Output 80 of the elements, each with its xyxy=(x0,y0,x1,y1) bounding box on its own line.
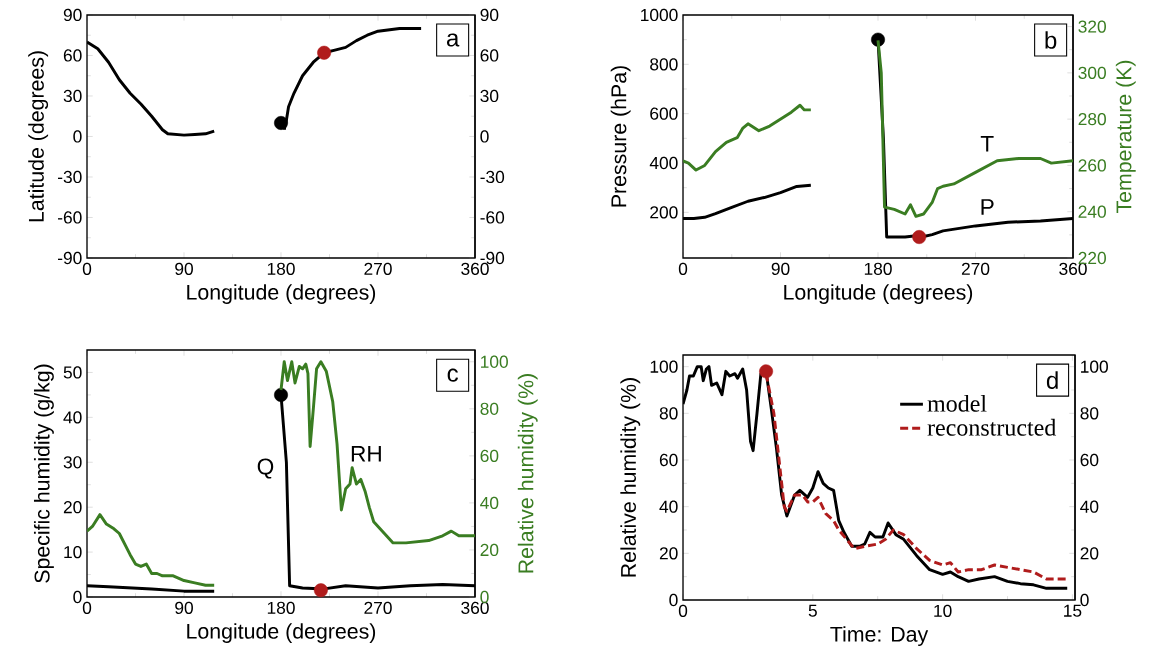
x-axis-title: Longitude (degrees) xyxy=(187,284,376,305)
annotation: d xyxy=(1046,371,1058,389)
x-tick-label: 5 xyxy=(808,604,817,617)
y-tick-label: 100 xyxy=(650,360,678,373)
series-label: P xyxy=(981,199,994,215)
y2-tick-label: 90 xyxy=(480,8,499,22)
y-tick-label: -30 xyxy=(58,170,82,184)
y-tick-label: 50 xyxy=(63,366,82,379)
y2-tick-label: 0 xyxy=(480,130,489,143)
y-tick-label: 30 xyxy=(63,89,82,103)
y-tick-label: 200 xyxy=(650,206,678,219)
series-label: RH xyxy=(351,445,381,462)
y-tick-label: 800 xyxy=(650,58,678,71)
y-axis-title: Relative humidity (%) xyxy=(620,378,641,577)
y-tick-label: 20 xyxy=(63,501,82,514)
x-tick-label: 180 xyxy=(267,262,295,275)
y-tick-label: 400 xyxy=(649,156,678,170)
x-tick-label: 90 xyxy=(175,601,193,614)
y-tick-label: -90 xyxy=(58,251,82,265)
y-tick-label: -60 xyxy=(58,211,82,224)
x-tick-label: 10 xyxy=(934,604,952,617)
legend-label: model xyxy=(927,394,987,412)
x-tick-label: 270 xyxy=(961,262,990,275)
x-axis-title: Longitude (degrees) xyxy=(784,284,973,305)
y-axis-title: Latitude (degrees) xyxy=(28,51,49,222)
y2-tick-label: 40 xyxy=(1080,500,1099,513)
y2-tick-label: 80 xyxy=(480,402,499,415)
y-tick-label: 0 xyxy=(73,590,82,604)
x-tick-label: 90 xyxy=(771,262,790,275)
series-label: T xyxy=(980,135,994,152)
y-tick-label: 80 xyxy=(659,407,678,420)
x-tick-label: 180 xyxy=(864,262,892,275)
x-tick-label: 270 xyxy=(364,601,392,614)
annotation: a xyxy=(447,33,460,47)
annotation: b xyxy=(1045,31,1057,49)
y-axis-title: Specific humidity (g/kg) xyxy=(33,364,54,583)
x-tick-label: 0 xyxy=(82,601,92,614)
y-tick-label: 40 xyxy=(63,411,82,424)
legend-label: reconstructed xyxy=(927,418,1057,436)
y2-tick-label: 60 xyxy=(480,49,499,62)
y2-tick-label: 60 xyxy=(1080,453,1099,467)
y-tick-label: 40 xyxy=(659,500,678,513)
y2-axis-title: Relative humidity (%) xyxy=(517,374,538,573)
y2-tick-label: -30 xyxy=(480,170,505,184)
x-axis-title: Longitude (degrees) xyxy=(187,623,376,644)
annotation: c xyxy=(447,368,459,382)
y2-tick-label: 80 xyxy=(1080,407,1099,420)
y2-tick-label: -60 xyxy=(480,211,505,224)
y-tick-label: 600 xyxy=(650,107,678,120)
y-tick-label: 90 xyxy=(63,8,82,22)
y2-tick-label: 20 xyxy=(1080,547,1099,560)
y-tick-label: 20 xyxy=(659,547,678,560)
y-tick-label: 60 xyxy=(63,49,82,62)
y2-tick-label: 240 xyxy=(1078,205,1106,218)
y2-tick-label: 300 xyxy=(1078,66,1106,79)
x-tick-label: 90 xyxy=(175,262,193,275)
x-tick-label: 0 xyxy=(678,262,688,275)
y-tick-label: 30 xyxy=(63,456,82,469)
y2-tick-label: 20 xyxy=(480,543,499,557)
y2-tick-label: 320 xyxy=(1078,20,1106,33)
x-tick-label: 180 xyxy=(267,601,295,614)
x-axis-title: Time: Day xyxy=(830,626,929,647)
y2-tick-label: 60 xyxy=(480,449,499,462)
y-axis-title: Pressure (hPa) xyxy=(610,66,631,207)
x-tick-label: 0 xyxy=(678,604,688,617)
y-tick-label: 10 xyxy=(64,545,82,559)
y2-axis-title: Temperature (K) xyxy=(1115,60,1136,214)
y-tick-label: 60 xyxy=(659,453,678,467)
y2-tick-label: 280 xyxy=(1078,113,1106,126)
y2-tick-label: 100 xyxy=(481,355,508,368)
y-tick-label: 0 xyxy=(73,130,82,143)
y-tick-label: 1000 xyxy=(641,8,678,22)
x-tick-label: 0 xyxy=(82,262,92,275)
x-tick-label: 270 xyxy=(364,262,392,275)
y2-tick-label: 100 xyxy=(1081,360,1108,373)
y2-tick-label: 30 xyxy=(480,89,499,103)
y2-tick-label: 260 xyxy=(1078,159,1106,172)
y2-tick-label: 40 xyxy=(480,496,499,510)
series-label: Q xyxy=(257,458,274,479)
x-tick-label: 15 xyxy=(1064,604,1082,617)
